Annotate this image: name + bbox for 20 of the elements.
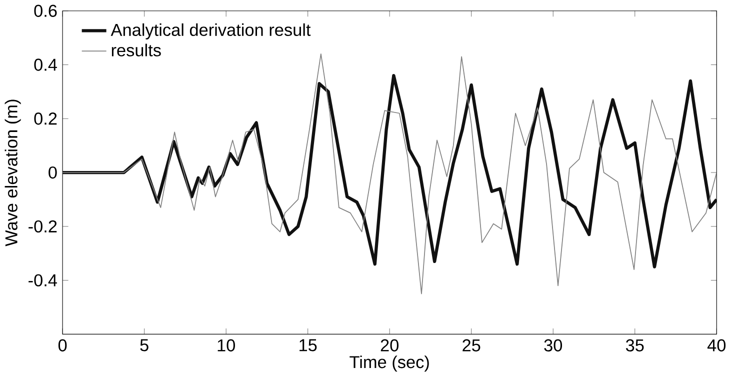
- y-tick-label: -0.4: [28, 274, 57, 286]
- x-tick-label: 20: [380, 339, 399, 352]
- x-axis-title: Time (sec): [350, 355, 429, 372]
- x-tick-label: 35: [626, 339, 644, 352]
- x-tick-label: 25: [462, 339, 480, 352]
- legend-label: results: [112, 44, 161, 56]
- x-tick-label: 0: [58, 339, 67, 352]
- y-axis-title: Wave elevation (m): [4, 100, 21, 246]
- legend-label: Analytical derivation result: [110, 23, 311, 40]
- y-tick-label: 0.2: [34, 112, 57, 125]
- x-tick-label: 15: [300, 339, 317, 352]
- x-tick-label: 30: [544, 339, 562, 352]
- x-tick-label: 10: [218, 339, 235, 352]
- y-tick-label: 0.6: [34, 4, 57, 17]
- y-tick-label: -0.2: [28, 220, 57, 232]
- x-tick-label: 40: [707, 339, 726, 352]
- y-tick-label: 0.4: [34, 58, 57, 71]
- line-series: [62, 74, 717, 268]
- x-tick-label: 5: [140, 339, 148, 352]
- y-tick-label: 0: [48, 166, 57, 178]
